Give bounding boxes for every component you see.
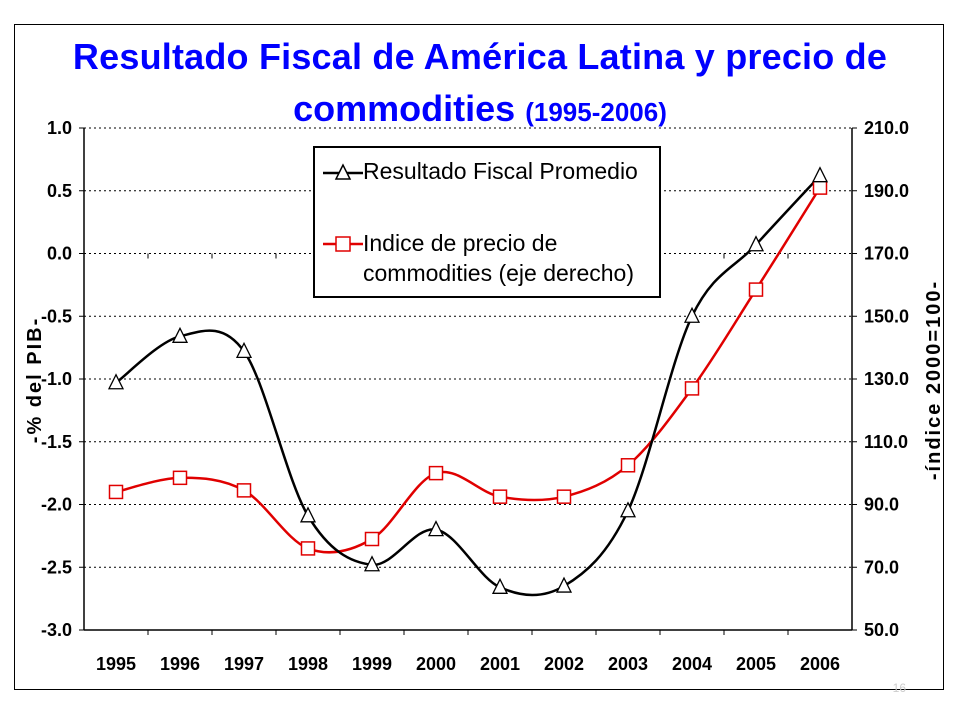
- y-tick-label-right: 210.0: [864, 118, 909, 138]
- x-tick-label: 1995: [96, 654, 136, 674]
- point-fiscal: [747, 235, 765, 252]
- y-tick-label-left: -2.5: [41, 557, 72, 577]
- y-tick-label-left: 1.0: [47, 118, 72, 138]
- point-fiscal: [619, 501, 637, 518]
- x-tick-label: 2006: [800, 654, 840, 674]
- x-tick-label: 2002: [544, 654, 584, 674]
- x-tick-label: 1996: [160, 654, 200, 674]
- legend-triangle-icon: [334, 163, 352, 180]
- legend: Resultado Fiscal Promedio Indice de prec…: [313, 146, 661, 298]
- point-fiscal: [491, 577, 509, 594]
- y-axis-title-right: -índice 2000=100-: [923, 280, 945, 480]
- point-commodities: [172, 470, 188, 486]
- point-fiscal: [555, 576, 573, 593]
- x-tick-label: 2000: [416, 654, 456, 674]
- x-tick-label: 2003: [608, 654, 648, 674]
- y-tick-label-right: 70.0: [864, 557, 899, 577]
- y-tick-label-left: 0.5: [47, 181, 72, 201]
- y-tick-label-right: 190.0: [864, 181, 909, 201]
- point-fiscal: [811, 166, 829, 183]
- point-commodities: [236, 483, 252, 498]
- point-fiscal: [107, 373, 125, 390]
- slide-frame: [14, 24, 944, 690]
- legend-square-icon: [335, 236, 351, 252]
- y-axis-title-left: -% del PIB-: [24, 317, 46, 443]
- x-tick-label: 1999: [352, 654, 392, 674]
- point-fiscal: [683, 306, 701, 323]
- point-fiscal: [299, 506, 317, 523]
- point-commodities: [428, 465, 444, 481]
- point-commodities: [684, 381, 700, 396]
- y-tick-label-right: 130.0: [864, 369, 909, 389]
- point-commodities: [364, 531, 380, 547]
- point-fiscal: [235, 341, 253, 359]
- page-number: 16: [892, 681, 906, 695]
- y-tick-label-right: 90.0: [864, 495, 899, 515]
- y-tick-label-left: -1.0: [41, 369, 72, 389]
- point-commodities: [300, 541, 316, 556]
- y-tick-label-right: 150.0: [864, 306, 909, 326]
- point-fiscal: [427, 520, 445, 537]
- y-tick-label-left: -0.5: [41, 306, 72, 326]
- chart-title-main: commodities: [293, 88, 516, 129]
- point-fiscal: [171, 326, 189, 343]
- point-commodities: [812, 180, 828, 195]
- x-tick-label: 2005: [736, 654, 776, 674]
- y-tick-label-right: 170.0: [864, 244, 909, 264]
- legend-label-commodities-2: commodities (eje derecho): [363, 260, 635, 286]
- chart-title-line1: Resultado Fiscal de América Latina y pre…: [72, 36, 888, 77]
- point-commodities: [748, 282, 764, 297]
- legend-label-fiscal: Resultado Fiscal Promedio: [363, 158, 638, 184]
- x-tick-label: 2001: [480, 654, 520, 674]
- point-commodities: [620, 458, 636, 473]
- y-tick-label-right: 110.0: [864, 432, 908, 452]
- y-tick-label-left: -2.0: [41, 495, 72, 515]
- point-commodities: [556, 489, 572, 504]
- y-tick-label-right: 50.0: [864, 620, 899, 640]
- chart-title-line2: commodities (1995-2006): [0, 88, 960, 130]
- chart-title-years: (1995-2006): [525, 97, 667, 127]
- legend-label-commodities-1: Indice de precio de: [363, 230, 558, 256]
- point-commodities: [108, 484, 124, 500]
- x-tick-label: 1998: [288, 654, 328, 674]
- x-tick-label: 2004: [672, 654, 712, 674]
- point-fiscal: [363, 555, 381, 572]
- legend-markers: [323, 163, 363, 252]
- point-commodities: [492, 489, 508, 504]
- y-tick-label-left: -3.0: [41, 620, 72, 640]
- y-tick-label-left: -1.5: [41, 432, 72, 452]
- x-tick-label: 1997: [224, 654, 264, 674]
- y-tick-label-left: 0.0: [47, 244, 72, 264]
